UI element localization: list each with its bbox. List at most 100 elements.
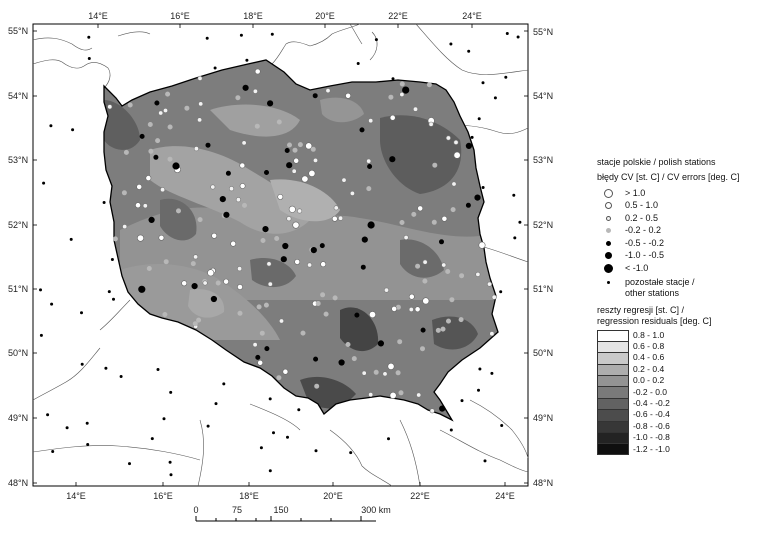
station-marker: [282, 242, 289, 250]
other-station-marker: [505, 32, 509, 35]
other-station-marker: [85, 421, 89, 425]
station-marker: [163, 108, 169, 114]
station-marker: [333, 205, 339, 211]
station-marker: [192, 321, 198, 327]
residual-swatch: [597, 432, 629, 444]
cv-symbol-icon: [605, 215, 611, 221]
other-station-marker: [65, 426, 69, 430]
station-marker: [297, 208, 303, 214]
residual-class-label: -1.0 - -0.8: [633, 432, 670, 443]
station-marker: [366, 158, 372, 164]
station-marker: [237, 266, 243, 272]
other-station-marker: [112, 297, 115, 301]
station-marker: [219, 196, 226, 203]
other-stations-row: pozostałe stacje /: [597, 277, 769, 288]
residual-class-label: 0.2 - 0.4: [633, 363, 665, 374]
station-marker: [223, 211, 230, 218]
station-marker: [181, 280, 188, 287]
station-marker: [197, 217, 203, 223]
station-marker: [367, 164, 373, 170]
station-marker: [453, 139, 459, 145]
station-marker: [422, 278, 428, 284]
station-marker: [338, 215, 344, 221]
other-station-marker: [467, 49, 471, 53]
station-marker: [223, 278, 229, 285]
station-marker: [398, 390, 404, 396]
lat-label: 50°N: [533, 348, 553, 358]
station-marker: [284, 148, 290, 154]
station-marker: [338, 359, 345, 366]
lat-label: 55°N: [8, 26, 28, 36]
lon-label: 18°E: [239, 491, 259, 501]
station-marker: [191, 283, 198, 290]
cv-symbol-icon: [604, 202, 612, 210]
station-marker: [148, 148, 154, 154]
station-marker: [368, 392, 374, 398]
station-marker: [139, 133, 145, 139]
other-station-marker: [119, 375, 123, 378]
station-marker: [426, 82, 432, 88]
other-station-marker: [222, 382, 226, 386]
station-marker: [293, 157, 300, 164]
cv-class-label: 0.2 - 0.5: [625, 212, 659, 223]
station-marker: [359, 127, 365, 133]
cv-errors-title: błędy CV [st. C] / CV errors [deg. C]: [597, 172, 740, 182]
residual-class-row: -0.4 - -0.2: [597, 397, 769, 410]
station-marker: [160, 187, 166, 193]
station-marker: [440, 326, 446, 332]
other-station-marker: [39, 288, 42, 292]
station-marker: [257, 359, 264, 366]
other-station-marker: [499, 290, 503, 294]
station-marker: [412, 106, 418, 112]
station-marker: [419, 346, 425, 352]
station-marker: [416, 392, 422, 398]
other-station-marker: [46, 413, 50, 417]
residual-class-row: 0.4 - 0.6: [597, 352, 769, 364]
station-marker: [445, 318, 451, 324]
station-marker: [368, 118, 374, 124]
station-marker: [276, 375, 282, 381]
other-station-marker: [270, 32, 274, 36]
station-marker: [422, 297, 430, 305]
station-marker: [411, 211, 417, 217]
other-station-marker: [50, 302, 54, 306]
station-marker: [292, 221, 300, 229]
other-station-marker: [518, 220, 522, 224]
residual-swatches: 0.8 - 1.0 0.6 - 0.8 0.4 - 0.6 0.2 - 0.4 …: [597, 329, 769, 455]
station-marker: [142, 203, 148, 209]
other-station-marker: [516, 35, 520, 39]
station-marker: [267, 100, 274, 107]
station-marker: [465, 202, 471, 208]
other-station-marker: [169, 390, 173, 394]
other-station-marker: [239, 33, 243, 37]
scale-label: 0: [193, 505, 198, 515]
other-station-marker: [168, 460, 172, 464]
station-marker: [349, 190, 355, 196]
station-marker: [351, 356, 357, 362]
station-marker: [441, 262, 447, 268]
station-marker: [282, 368, 289, 375]
station-marker: [205, 142, 211, 148]
other-station-marker: [356, 62, 360, 65]
other-station-marker: [512, 193, 516, 197]
other-station-marker: [69, 237, 73, 241]
station-marker: [360, 264, 366, 270]
station-marker: [382, 371, 388, 377]
station-marker: [202, 280, 208, 286]
station-marker: [465, 142, 473, 149]
station-marker: [286, 142, 292, 148]
station-marker: [263, 302, 269, 308]
station-marker: [259, 330, 265, 336]
lon-label: 18°E: [243, 11, 263, 21]
residual-class-row: -1.2 - -1.0: [597, 443, 769, 455]
station-marker: [286, 162, 293, 169]
other-station-marker: [205, 36, 209, 40]
station-marker: [408, 306, 414, 312]
station-marker: [237, 284, 243, 290]
lon-label: 16°E: [170, 11, 190, 21]
cv-class-row: -0.5 - -0.2: [597, 237, 769, 250]
station-marker: [402, 86, 410, 94]
scale-label: 150: [273, 505, 288, 515]
station-marker: [242, 202, 248, 208]
